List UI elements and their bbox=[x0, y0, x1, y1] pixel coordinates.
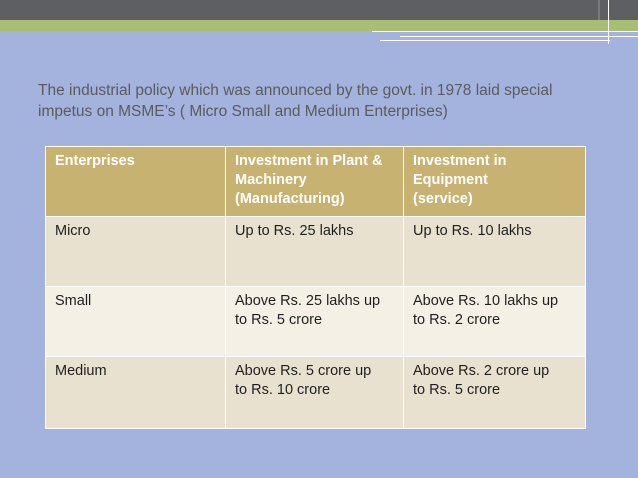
header-equip-line: (service) bbox=[413, 191, 473, 207]
header-enterprises: Enterprises bbox=[45, 146, 226, 217]
enterprise-name: Medium bbox=[55, 363, 107, 379]
decorative-line bbox=[380, 40, 610, 41]
intro-text: The industrial policy which was announce… bbox=[38, 80, 598, 122]
cell-equipment: Above Rs. 2 crore up to Rs. 5 crore bbox=[403, 356, 586, 429]
header-equip-line: Investment in bbox=[413, 153, 507, 169]
decorative-line bbox=[400, 36, 638, 37]
header-equip-line: Equipment bbox=[413, 172, 488, 188]
corner-decoration-line bbox=[608, 0, 638, 44]
cell-plant: Above Rs. 5 crore up to Rs. 10 crore bbox=[225, 356, 404, 429]
header-enterprises-label: Enterprises bbox=[55, 153, 135, 169]
cell-enterprise: Medium bbox=[45, 356, 226, 429]
plant-value: Above Rs. 5 crore up bbox=[235, 363, 372, 379]
table-row: Small Above Rs. 25 lakhs up to Rs. 5 cro… bbox=[45, 286, 586, 357]
cell-equipment: Up to Rs. 10 lakhs bbox=[403, 216, 586, 287]
cell-plant: Above Rs. 25 lakhs up to Rs. 5 crore bbox=[225, 286, 404, 357]
intro-line-2: impetus on MSME’s ( Micro Small and Medi… bbox=[38, 103, 448, 120]
plant-value: to Rs. 10 crore bbox=[235, 382, 331, 398]
enterprise-name: Micro bbox=[55, 223, 91, 239]
header-plant-line: (Manufacturing) bbox=[235, 191, 345, 207]
plant-value: to Rs. 5 crore bbox=[235, 312, 323, 328]
msme-table: Enterprises Investment in Plant & Machin… bbox=[45, 146, 586, 429]
header-plant-line: Machinery bbox=[235, 172, 307, 188]
table-row: Micro Up to Rs. 25 lakhs Up to Rs. 10 la… bbox=[45, 216, 586, 287]
intro-line-1: The industrial policy which was announce… bbox=[38, 82, 553, 99]
cell-enterprise: Micro bbox=[45, 216, 226, 287]
equip-value: Above Rs. 2 crore up bbox=[413, 363, 550, 379]
header-equipment: Investment in Equipment (service) bbox=[403, 146, 586, 217]
cell-enterprise: Small bbox=[45, 286, 226, 357]
equip-value: Up to Rs. 10 lakhs bbox=[413, 223, 532, 239]
equip-value: to Rs. 2 crore bbox=[413, 312, 501, 328]
enterprise-name: Small bbox=[55, 293, 92, 309]
top-bar bbox=[0, 0, 638, 20]
plant-value: Up to Rs. 25 lakhs bbox=[235, 223, 354, 239]
decorative-line bbox=[372, 31, 638, 32]
header-plant-line: Investment in Plant & bbox=[235, 153, 383, 169]
accent-bar bbox=[0, 20, 638, 31]
plant-value: Above Rs. 25 lakhs up bbox=[235, 293, 381, 309]
table-row: Medium Above Rs. 5 crore up to Rs. 10 cr… bbox=[45, 356, 586, 429]
equip-value: to Rs. 5 crore bbox=[413, 382, 501, 398]
equip-value: Above Rs. 10 lakhs up bbox=[413, 293, 559, 309]
table-header-row: Enterprises Investment in Plant & Machin… bbox=[45, 146, 586, 217]
header-plant-machinery: Investment in Plant & Machinery (Manufac… bbox=[225, 146, 404, 217]
cell-equipment: Above Rs. 10 lakhs up to Rs. 2 crore bbox=[403, 286, 586, 357]
cell-plant: Up to Rs. 25 lakhs bbox=[225, 216, 404, 287]
